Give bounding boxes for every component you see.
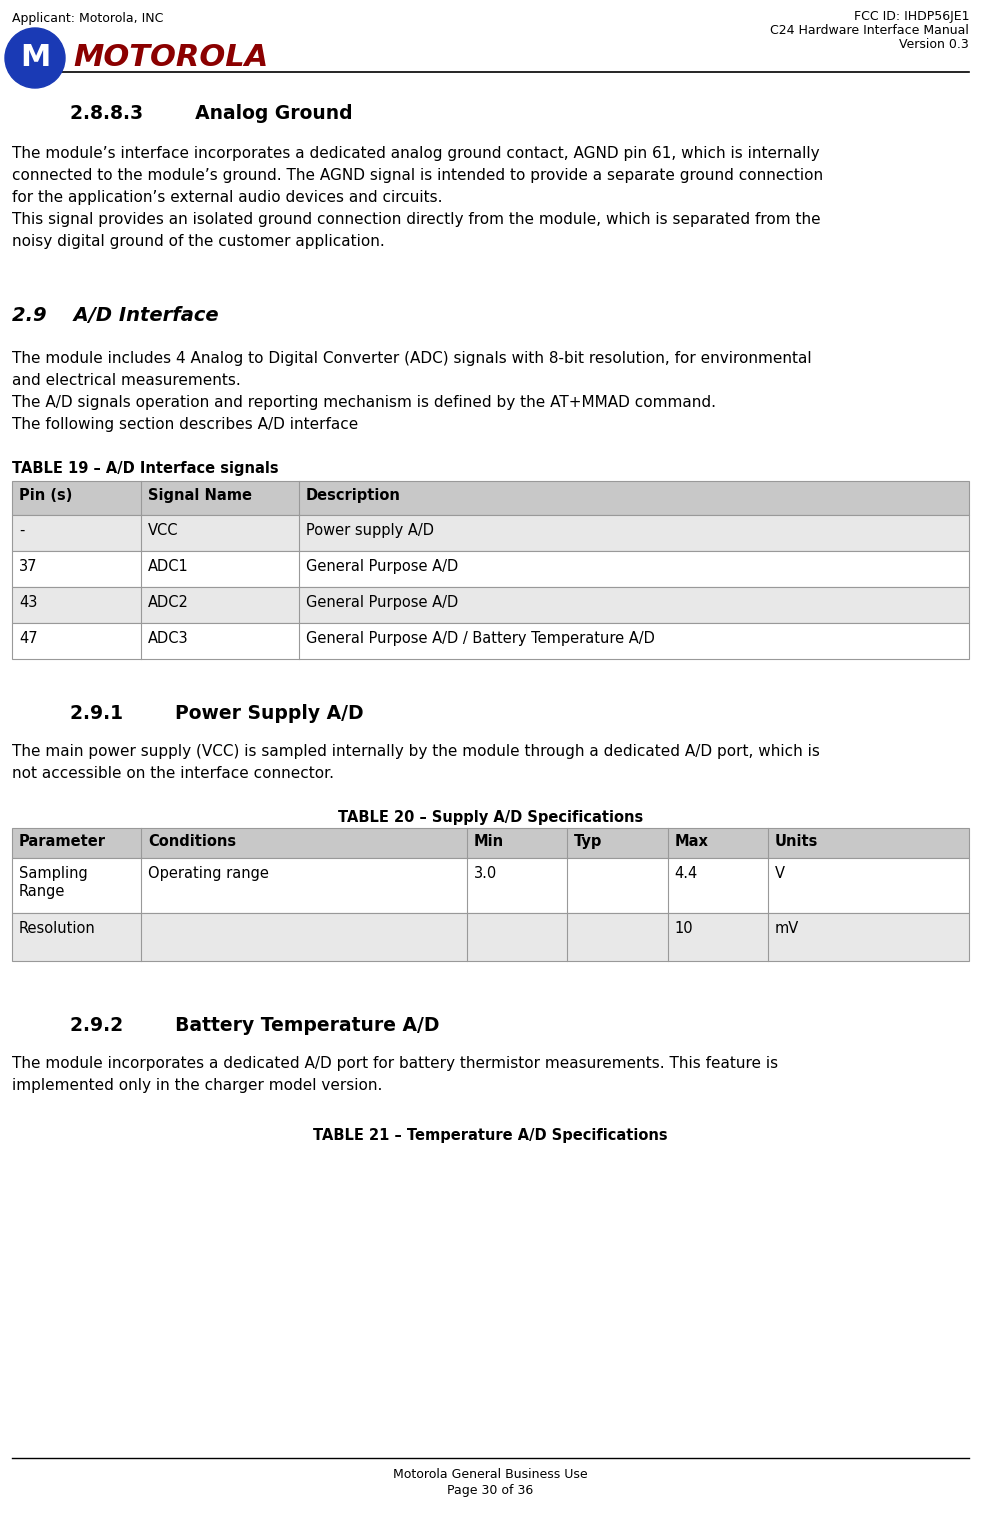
- Text: 2.8.8.3        Analog Ground: 2.8.8.3 Analog Ground: [70, 105, 352, 123]
- Text: 47: 47: [19, 631, 37, 647]
- Bar: [12, 827, 969, 858]
- Text: Operating range: Operating range: [148, 865, 269, 880]
- Text: 10: 10: [675, 921, 694, 937]
- Text: General Purpose A/D: General Purpose A/D: [306, 559, 458, 574]
- Text: The module incorporates a dedicated A/D port for battery thermistor measurements: The module incorporates a dedicated A/D …: [12, 1057, 778, 1072]
- Text: -: -: [19, 524, 25, 537]
- Text: M: M: [20, 44, 50, 73]
- Text: TABLE 21 – Temperature A/D Specifications: TABLE 21 – Temperature A/D Specification…: [313, 1128, 668, 1143]
- Text: implemented only in the charger model version.: implemented only in the charger model ve…: [12, 1078, 383, 1093]
- Bar: [12, 481, 969, 515]
- Bar: [12, 912, 969, 961]
- Text: 2.9.2        Battery Temperature A/D: 2.9.2 Battery Temperature A/D: [70, 1016, 439, 1035]
- Text: General Purpose A/D: General Purpose A/D: [306, 595, 458, 610]
- Text: This signal provides an isolated ground connection directly from the module, whi: This signal provides an isolated ground …: [12, 213, 821, 228]
- Text: Range: Range: [19, 883, 66, 899]
- Text: VCC: VCC: [148, 524, 179, 537]
- Bar: [12, 515, 969, 551]
- Text: Conditions: Conditions: [148, 833, 236, 849]
- Text: not accessible on the interface connector.: not accessible on the interface connecto…: [12, 767, 334, 780]
- Bar: [12, 551, 969, 587]
- Text: 2.9.1        Power Supply A/D: 2.9.1 Power Supply A/D: [70, 704, 364, 723]
- Text: Motorola General Business Use: Motorola General Business Use: [393, 1468, 588, 1482]
- Text: ADC1: ADC1: [148, 559, 189, 574]
- Text: Power supply A/D: Power supply A/D: [306, 524, 435, 537]
- Text: connected to the module’s ground. The AGND signal is intended to provide a separ: connected to the module’s ground. The AG…: [12, 168, 823, 184]
- Text: The module’s interface incorporates a dedicated analog ground contact, AGND pin : The module’s interface incorporates a de…: [12, 146, 819, 161]
- Text: noisy digital ground of the customer application.: noisy digital ground of the customer app…: [12, 234, 385, 249]
- Text: 4.4: 4.4: [675, 865, 697, 880]
- Text: ADC2: ADC2: [148, 595, 189, 610]
- Text: Units: Units: [775, 833, 818, 849]
- Text: Min: Min: [474, 833, 503, 849]
- Text: MOTOROLA: MOTOROLA: [73, 44, 268, 73]
- Text: 37: 37: [19, 559, 37, 574]
- Text: 43: 43: [19, 595, 37, 610]
- Text: The following section describes A/D interface: The following section describes A/D inte…: [12, 417, 358, 433]
- Text: ADC3: ADC3: [148, 631, 188, 647]
- Text: Pin (s): Pin (s): [19, 487, 73, 502]
- Text: Version 0.3: Version 0.3: [900, 38, 969, 52]
- Bar: [12, 587, 969, 622]
- Bar: [12, 622, 969, 659]
- Text: FCC ID: IHDP56JE1: FCC ID: IHDP56JE1: [853, 11, 969, 23]
- Circle shape: [5, 27, 65, 88]
- Text: 2.9    A/D Interface: 2.9 A/D Interface: [12, 307, 219, 325]
- Text: Page 30 of 36: Page 30 of 36: [447, 1485, 534, 1497]
- Text: 3.0: 3.0: [474, 865, 496, 880]
- Text: Signal Name: Signal Name: [148, 487, 252, 502]
- Text: General Purpose A/D / Battery Temperature A/D: General Purpose A/D / Battery Temperatur…: [306, 631, 655, 647]
- Text: Applicant: Motorola, INC: Applicant: Motorola, INC: [12, 12, 164, 24]
- Text: The A/D signals operation and reporting mechanism is defined by the AT+MMAD comm: The A/D signals operation and reporting …: [12, 395, 716, 410]
- Text: The module includes 4 Analog to Digital Converter (ADC) signals with 8-bit resol: The module includes 4 Analog to Digital …: [12, 351, 811, 366]
- Text: Resolution: Resolution: [19, 921, 96, 937]
- Text: Typ: Typ: [574, 833, 602, 849]
- Text: and electrical measurements.: and electrical measurements.: [12, 373, 240, 389]
- Text: The main power supply (VCC) is sampled internally by the module through a dedica: The main power supply (VCC) is sampled i…: [12, 744, 820, 759]
- Text: Sampling: Sampling: [19, 865, 87, 880]
- Text: V: V: [775, 865, 785, 880]
- Text: TABLE 19 – A/D Interface signals: TABLE 19 – A/D Interface signals: [12, 461, 279, 477]
- Bar: [12, 858, 969, 912]
- Text: C24 Hardware Interface Manual: C24 Hardware Interface Manual: [770, 24, 969, 36]
- Text: Parameter: Parameter: [19, 833, 106, 849]
- Text: for the application’s external audio devices and circuits.: for the application’s external audio dev…: [12, 190, 442, 205]
- Text: Max: Max: [675, 833, 708, 849]
- Text: mV: mV: [775, 921, 800, 937]
- Text: Description: Description: [306, 487, 401, 502]
- Text: TABLE 20 – Supply A/D Specifications: TABLE 20 – Supply A/D Specifications: [337, 811, 644, 824]
